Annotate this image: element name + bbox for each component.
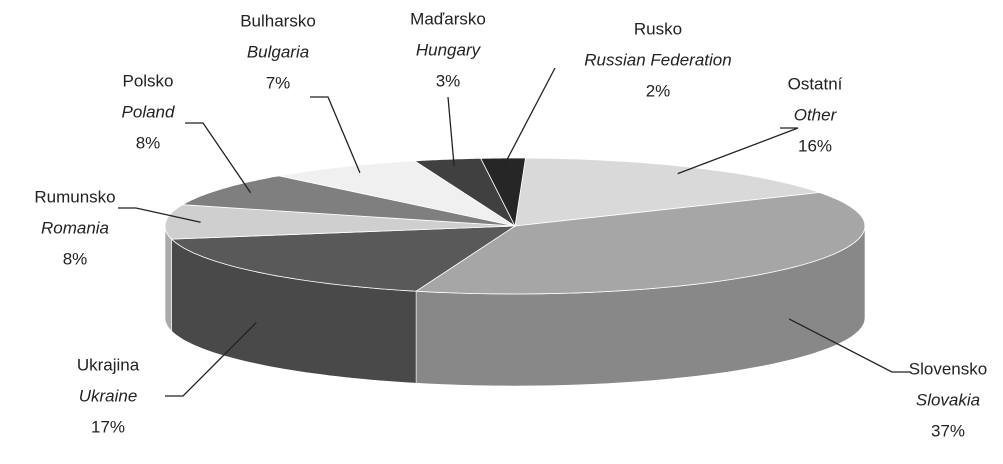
label-name-en: Bulgaria (247, 42, 309, 61)
label-name: Polsko (122, 71, 173, 90)
pie-slice (480, 157, 526, 228)
pie-side (164, 226, 172, 332)
pie-slice (170, 225, 517, 292)
label-name-en: Slovakia (916, 390, 980, 409)
leader-line (677, 127, 799, 175)
data-label: 8% (63, 249, 88, 268)
label-name-en: Russian Federation (584, 50, 731, 69)
pie-slice (413, 157, 517, 228)
data-label: 3% (436, 71, 461, 90)
label-name-en: Poland (122, 102, 175, 121)
leader-line (185, 122, 252, 194)
data-label: 37% (931, 421, 965, 440)
data-label: 8% (136, 133, 161, 152)
leader-line (165, 321, 257, 397)
pie-slice (414, 192, 866, 295)
label-name-en: Other (794, 105, 838, 124)
label-name: Ukrajina (77, 355, 140, 374)
leader-line (788, 318, 910, 373)
label-name: Rusko (634, 19, 682, 38)
label-name-en: Ukraine (79, 386, 138, 405)
pie-slice (279, 160, 516, 227)
label-name: Bulharsko (240, 11, 316, 30)
label-name: Rumunsko (34, 187, 115, 206)
data-label: 17% (91, 417, 125, 436)
leader-line (118, 207, 201, 223)
leader-line (503, 67, 556, 166)
label-name: Maďarsko (410, 9, 486, 28)
data-label: 2% (646, 81, 671, 100)
pie-slice (514, 157, 820, 227)
label-name-en: Hungary (416, 40, 482, 59)
leader-line (310, 96, 361, 173)
pie-slice (181, 175, 516, 227)
label-name: Slovensko (909, 359, 987, 378)
pie-slice (164, 204, 516, 240)
label-name: Ostatní (788, 74, 843, 93)
leader-line (447, 96, 455, 167)
data-label: 16% (798, 136, 832, 155)
label-name-en: Romania (41, 218, 109, 237)
data-label: 7% (266, 73, 291, 92)
